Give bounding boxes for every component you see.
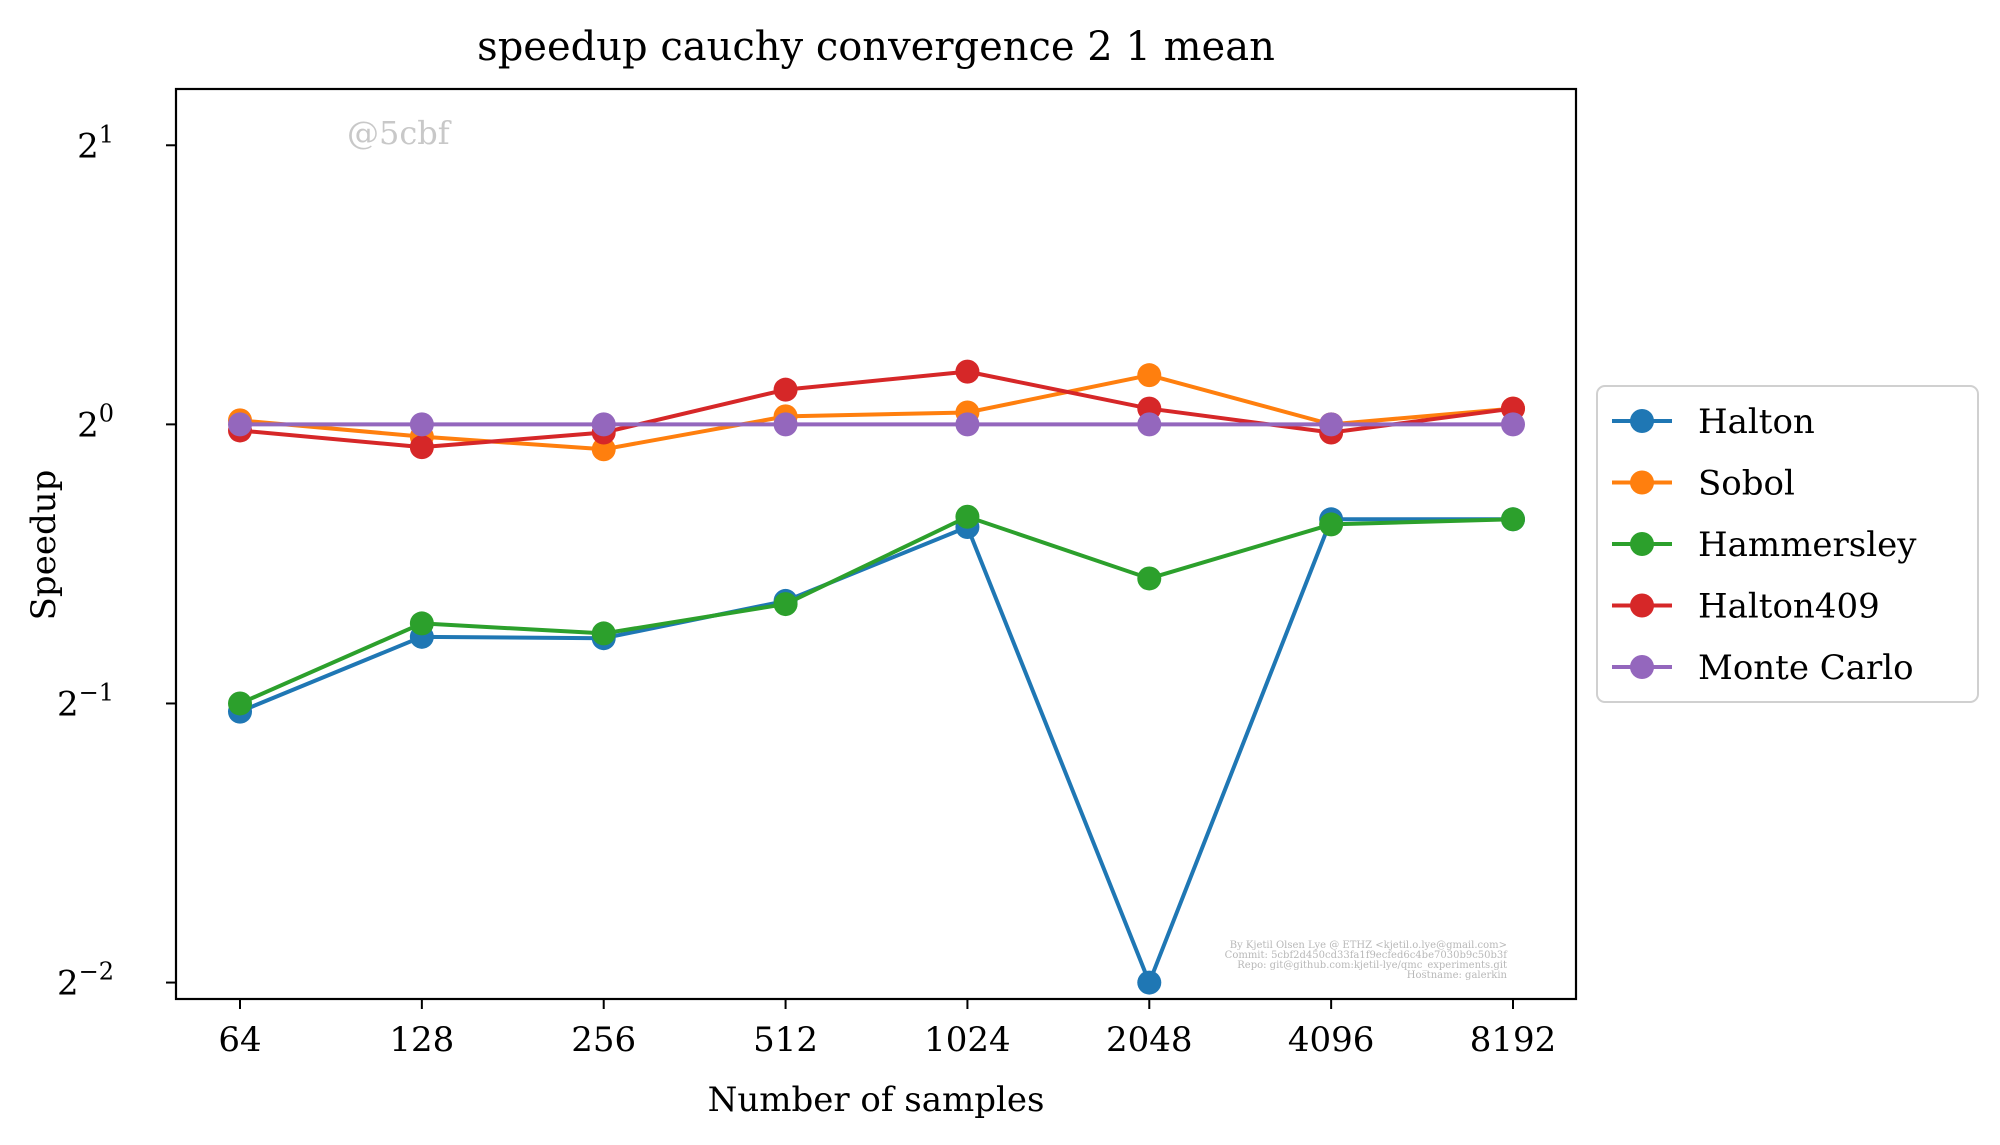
data-point [955,412,980,437]
series-line [239,373,1514,452]
series-line [239,369,1514,450]
y-tick-label: 20 [77,399,114,445]
series-halton409 [228,359,1525,460]
x-tick-label: 128 [389,1020,454,1060]
data-point [1137,363,1162,388]
data-point [409,435,434,460]
data-point [228,412,252,437]
footer-line: Repo: git@github.com:kjetil-lye/qmc_expe… [1237,960,1507,971]
x-tick-label: 64 [218,1020,261,1060]
data-point [773,377,798,402]
x-axis-label: Number of samples [708,1080,1045,1120]
legend-label: Halton [1698,402,1815,442]
legend-marker [1630,655,1654,679]
data-point [955,504,980,529]
legend-marker [1630,532,1654,556]
legend-marker [1630,409,1654,433]
y-tick-label: 2−1 [57,678,114,724]
y-tick-label: 21 [77,120,114,166]
data-point [773,592,798,617]
series-line [239,514,1514,706]
data-point [1501,507,1525,532]
series-monte-carlo [228,412,1525,437]
x-tick-label: 2048 [1106,1020,1193,1060]
x-tick-label: 4096 [1288,1020,1375,1060]
data-point [773,412,798,437]
footer-line: Commit: 5cbf2d450cd33fa1f9ecfed6c4be7030… [1225,950,1509,961]
data-point [1137,412,1162,437]
data-point [1319,412,1344,437]
legend-marker [1630,470,1654,495]
footer-annotation: By Kjetil Olsen Lye @ ETHZ <kjetil.o.lye… [1225,940,1509,981]
plot-area [174,87,1578,1001]
series-hammersley [228,504,1525,716]
legend-label: Halton409 [1698,587,1880,627]
legend-box [1596,385,1979,703]
x-tick-label: 1024 [924,1020,1011,1060]
data-point [1319,512,1344,537]
data-point [1137,566,1162,591]
footer-line: Hostname: galerkin [1407,970,1508,981]
x-tick-label: 256 [571,1020,636,1060]
y-tick-label: 2−2 [57,958,114,1004]
data-point [1501,412,1525,437]
data-point [228,691,252,716]
legend-label: Monte Carlo [1698,648,1914,688]
series-halton [228,507,1525,995]
data-point [1137,970,1162,995]
data-point [591,437,616,462]
series-line [239,517,1513,985]
x-tick-label: 8192 [1470,1020,1557,1060]
data-point [591,621,616,646]
legend-label: Sobol [1698,464,1795,504]
series-layer [228,359,1525,995]
y-axis: 21 20 2−1 2−2 [57,120,176,1004]
data-point [409,611,434,636]
footer-line: By Kjetil Olsen Lye @ ETHZ <kjetil.o.lye… [1230,940,1507,951]
legend-marker [1630,593,1654,618]
legend-label: Hammersley [1698,525,1917,565]
x-tick-label: 512 [753,1020,818,1060]
chart-title: speedup cauchy convergence 2 1 mean [477,24,1275,70]
data-point [955,359,980,384]
data-point [409,412,434,437]
legend: Halton Sobol Hammersley Halton409 Monte Carl… [1596,385,1979,703]
data-point [591,412,616,437]
watermark-tag: @5cbf [347,114,452,152]
y-axis-label: Speedup [24,470,64,621]
x-axis: 64 128 256 512 1024 2048 4096 8192 [218,999,1556,1060]
